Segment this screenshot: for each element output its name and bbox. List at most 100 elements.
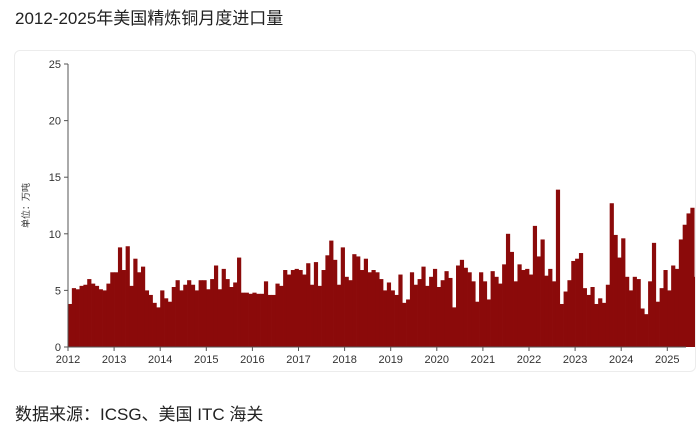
- x-tick-label: 2023: [563, 354, 587, 366]
- bar: [283, 270, 288, 347]
- bar: [106, 283, 111, 347]
- bars-group: [68, 189, 695, 347]
- x-tick-label: 2013: [102, 354, 126, 366]
- bar: [544, 275, 549, 347]
- bar: [144, 290, 150, 347]
- bar: [655, 301, 660, 347]
- bar: [667, 290, 672, 347]
- bar: [198, 280, 203, 347]
- bar: [359, 270, 365, 347]
- bar: [94, 285, 100, 347]
- bar: [294, 268, 299, 347]
- bar: [179, 290, 184, 347]
- y-axis-ticks: 0 5 10 15 20 25: [49, 59, 68, 354]
- bar: [632, 276, 637, 347]
- bar: [367, 272, 372, 347]
- bar: [452, 307, 457, 347]
- bar: [678, 239, 684, 347]
- bar: [429, 276, 434, 347]
- bar: [463, 267, 468, 347]
- bar: [590, 287, 595, 347]
- bar: [659, 288, 664, 347]
- bar: [344, 276, 349, 347]
- bar: [290, 270, 296, 347]
- bar: [267, 294, 272, 347]
- bar: [417, 279, 422, 347]
- x-tick-label: 2024: [609, 354, 633, 366]
- bar: [513, 281, 518, 347]
- bar: [498, 283, 503, 347]
- bar: [298, 270, 303, 347]
- bar: [605, 284, 611, 347]
- bar: [217, 289, 223, 347]
- bar: [302, 274, 307, 347]
- bar: [467, 272, 472, 347]
- bar: [221, 268, 226, 347]
- chart-card: 0 5 10 15 20 25 2012 2013 2014 2015 2016 2017 2018 2…: [14, 50, 696, 372]
- bar: [440, 280, 445, 347]
- bar: [563, 291, 568, 347]
- bar: [555, 189, 561, 347]
- bar: [644, 314, 649, 347]
- bar: [694, 276, 695, 347]
- bar: [121, 270, 126, 347]
- bar: [286, 274, 292, 347]
- bar: [413, 284, 418, 347]
- bar: [406, 299, 411, 347]
- bar: [91, 283, 96, 347]
- bar: [436, 287, 441, 347]
- bar: [313, 262, 319, 347]
- bar: [194, 290, 199, 347]
- bar: [686, 213, 691, 347]
- bar: [114, 272, 119, 347]
- y-tick-label: 5: [55, 285, 61, 297]
- bar: [352, 254, 357, 347]
- bar: [83, 284, 88, 347]
- x-tick-label: 2020: [425, 354, 449, 366]
- y-tick-label: 20: [49, 116, 61, 128]
- bar: [648, 281, 653, 347]
- bar: [586, 294, 591, 347]
- bar: [609, 203, 614, 347]
- bar: [356, 256, 361, 347]
- bar: [167, 301, 173, 347]
- bar: [75, 289, 80, 347]
- bar: [505, 233, 511, 347]
- bar: [252, 292, 257, 347]
- bar: [402, 302, 407, 347]
- bar: [87, 279, 92, 347]
- x-tick-label: 2017: [286, 354, 310, 366]
- bar: [206, 289, 211, 347]
- bar: [375, 272, 380, 347]
- x-tick-label: 2016: [240, 354, 264, 366]
- bar: [594, 303, 599, 347]
- bar: [494, 276, 499, 347]
- bar: [175, 280, 180, 347]
- bar: [171, 287, 176, 347]
- x-tick-label: 2022: [517, 354, 541, 366]
- bar: [682, 224, 687, 347]
- bar: [340, 247, 345, 347]
- bar: [160, 290, 165, 347]
- bar: [148, 294, 153, 347]
- bar: [486, 299, 491, 347]
- bar: [125, 246, 130, 347]
- x-tick-label: 2019: [378, 354, 402, 366]
- bar: [613, 234, 618, 347]
- y-tick-label: 25: [49, 59, 61, 71]
- bar: [310, 284, 315, 347]
- bar: [248, 293, 253, 347]
- bar: [636, 279, 641, 347]
- bar: [271, 294, 276, 347]
- x-tick-label: 2025: [655, 354, 679, 366]
- bar: [459, 259, 465, 347]
- bar: [398, 274, 403, 347]
- bar: [444, 271, 449, 347]
- bar: [552, 281, 557, 347]
- bar: [98, 289, 103, 347]
- bar: [525, 268, 530, 347]
- bar: [617, 257, 622, 347]
- bar: [306, 263, 311, 347]
- bar: [502, 264, 507, 347]
